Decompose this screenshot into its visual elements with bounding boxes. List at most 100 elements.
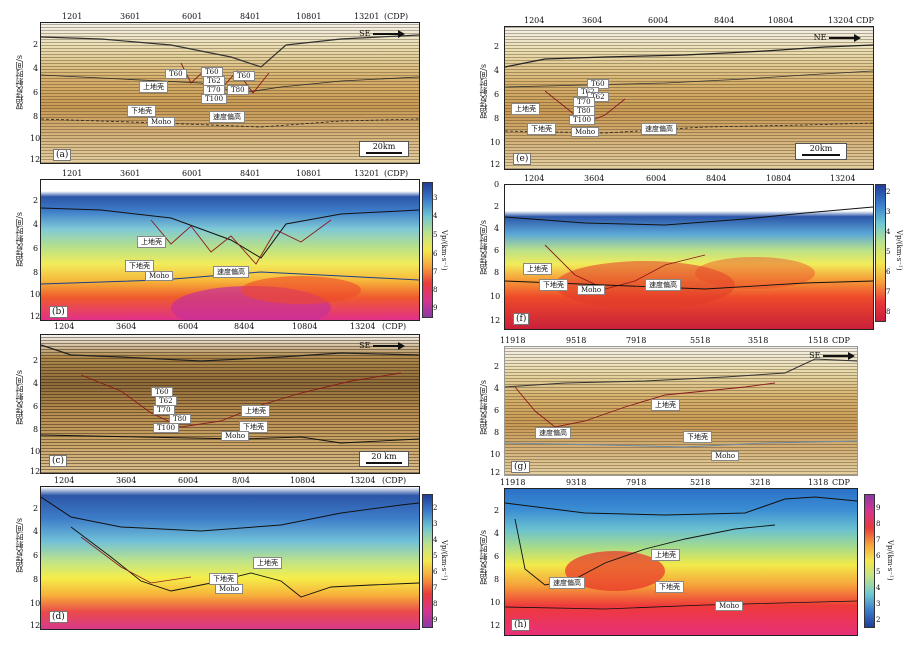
- colorbar-tick: 7: [433, 268, 438, 276]
- cdp-unit: (CDP): [382, 322, 407, 331]
- cdp-tick: 10804: [292, 322, 318, 331]
- y-axis-label: 双程反射时间/s: [479, 220, 488, 275]
- y-axis-label: 双程反射时间/s: [479, 64, 488, 119]
- label-velocity-high: 速度偏高: [535, 427, 571, 439]
- y-tick: 12: [30, 155, 41, 164]
- cdp-tick: 7918: [626, 478, 647, 487]
- y-tick: 6: [494, 90, 500, 99]
- label-upper-crust: 上地壳: [651, 399, 680, 411]
- cdp-tick: 10804: [768, 16, 794, 25]
- scale-bar: 20km: [359, 141, 409, 157]
- cdp-tick: 3604: [584, 174, 605, 183]
- y-tick: 10: [30, 599, 41, 608]
- cdp-tick: 1201: [62, 12, 83, 21]
- cdp-unit: CDP: [856, 16, 874, 25]
- panel-label-c: (c): [49, 455, 68, 467]
- colorbar-tick: 2: [433, 504, 438, 512]
- cdp-tick: 6004: [646, 174, 667, 183]
- colorbar-tick: 4: [433, 212, 438, 220]
- y-tick: 0: [494, 180, 500, 189]
- colorbar-tick: 5: [886, 248, 891, 256]
- y-tick: 8: [33, 112, 39, 121]
- y-tick: 8: [494, 575, 500, 584]
- y-tick: 10: [30, 134, 41, 143]
- cdp-tick: 6001: [182, 169, 203, 178]
- cdp-tick: 3604: [116, 322, 137, 331]
- label-moho: Moho: [147, 117, 176, 127]
- scale-bar: 20 km: [359, 451, 409, 467]
- cdp-unit: (CDP): [382, 476, 407, 485]
- cdp-tick: 1318: [808, 478, 829, 487]
- colorbar-tick: 3: [876, 600, 881, 608]
- panel-label-f: (f): [513, 313, 530, 325]
- seismic-section-a: SE T60 T60 T60 T62 T70 T80 T100 上地壳 下地壳 …: [40, 22, 420, 164]
- y-tick: 4: [33, 379, 39, 388]
- cdp-tick: 6004: [178, 476, 199, 485]
- y-tick: 8: [494, 114, 500, 123]
- cdp-tick: 13204: [828, 16, 854, 25]
- colorbar-tick: 4: [433, 536, 438, 544]
- colorbar-h: [864, 494, 875, 628]
- colorbar-tick: 8: [876, 520, 881, 528]
- label-lower-crust: 下地壳: [683, 431, 712, 443]
- colorbar-tick: 9: [433, 304, 438, 312]
- cdp-tick: 10804: [290, 476, 316, 485]
- cdp-unit: (CDP): [384, 12, 409, 21]
- y-tick: 12: [490, 160, 501, 169]
- cdp-tick: 1204: [54, 322, 75, 331]
- direction-arrow: NE: [814, 33, 861, 42]
- label-lower-crust: 下地壳: [239, 421, 268, 433]
- y-tick: 10: [490, 598, 501, 607]
- direction-label: SE: [809, 351, 821, 360]
- y-tick: 8: [33, 575, 39, 584]
- y-tick: 12: [30, 467, 41, 476]
- velocity-overlay: [41, 207, 419, 320]
- label-upper-crust: 上地壳: [137, 236, 166, 248]
- cdp-tick: 3604: [116, 476, 137, 485]
- label-moho: Moho: [711, 451, 740, 461]
- colorbar-tick: 6: [433, 250, 438, 258]
- cdp-tick: 3218: [750, 478, 771, 487]
- y-tick: 4: [494, 66, 500, 75]
- y-tick: 12: [490, 316, 501, 325]
- y-tick: 10: [490, 138, 501, 147]
- panel-label-d: (d): [49, 611, 68, 623]
- y-tick: 4: [494, 224, 500, 233]
- label-velocity-high: 速度偏高: [641, 123, 677, 135]
- label-moho: Moho: [215, 584, 244, 594]
- label-lower-crust: 下地壳: [527, 123, 556, 135]
- label-moho: Moho: [715, 601, 744, 611]
- colorbar-tick: 5: [876, 568, 881, 576]
- cdp-unit: CDP: [832, 336, 850, 345]
- direction-arrow: SE: [809, 351, 855, 360]
- velocity-overlay: [41, 496, 419, 598]
- colorbar-tick: 8: [433, 286, 438, 294]
- horizon-lines: [505, 358, 857, 448]
- label-moho: Moho: [221, 431, 250, 441]
- cdp-tick: 1518: [808, 336, 829, 345]
- cdp-tick: 1204: [524, 174, 545, 183]
- y-axis-label: 双程反射时间/s: [15, 518, 24, 573]
- colorbar-tick: 4: [876, 584, 881, 592]
- y-tick: 6: [33, 402, 39, 411]
- scale-label: 20km: [809, 144, 833, 153]
- colorbar-title: Vp/(km·s⁻¹): [440, 540, 448, 581]
- cdp-tick: 13204: [350, 322, 376, 331]
- seismic-section-g: SE 上地壳 速度偏高 下地壳 Moho (g): [504, 346, 858, 476]
- y-tick: 6: [494, 406, 500, 415]
- cdp-unit: CDP: [832, 478, 850, 487]
- colorbar-tick: 5: [433, 231, 438, 239]
- cdp-tick: 3518: [748, 336, 769, 345]
- label-upper-crust: 上地壳: [511, 103, 540, 115]
- y-tick: 4: [494, 384, 500, 393]
- label-upper-crust: 上地壳: [651, 549, 680, 561]
- cdp-tick: 6004: [178, 322, 199, 331]
- colorbar-tick: 7: [886, 288, 891, 296]
- panel-label-h: (h): [511, 619, 530, 631]
- colorbar-title: Vp/(km·s⁻¹): [895, 230, 903, 271]
- y-axis-label: 双程反射时间/s: [15, 212, 24, 267]
- tag-t100: T100: [201, 94, 228, 104]
- colorbar-tick: 3: [433, 520, 438, 528]
- cdp-tick: 1204: [54, 476, 75, 485]
- label-moho: Moho: [577, 285, 606, 295]
